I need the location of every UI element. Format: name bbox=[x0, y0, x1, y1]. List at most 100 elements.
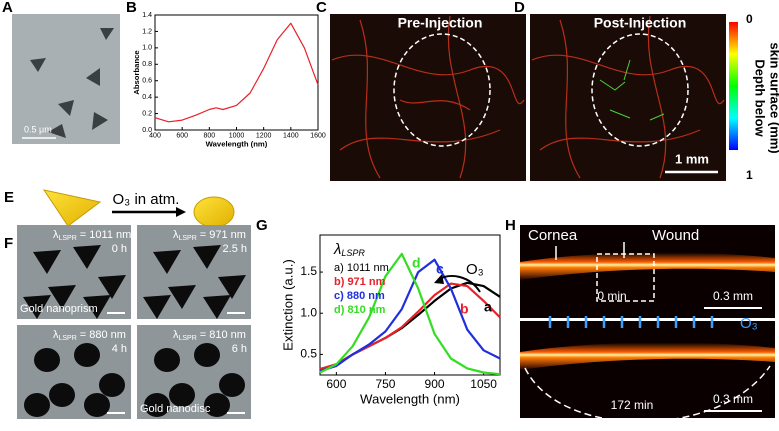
lspr-sub: LSPR bbox=[179, 335, 197, 342]
panel-letter: H bbox=[505, 217, 516, 234]
y-tick-label: 0.8 bbox=[142, 61, 152, 68]
cornea-band bbox=[520, 342, 775, 370]
panel-letter: A bbox=[2, 0, 13, 16]
annotation: Wound bbox=[652, 227, 699, 244]
particle bbox=[74, 343, 100, 367]
plot-area bbox=[319, 234, 501, 376]
annotation: Cornea bbox=[528, 227, 578, 244]
legend-entry: b) 971 nm bbox=[334, 276, 386, 288]
cornea-band bbox=[520, 252, 775, 280]
data-line bbox=[319, 258, 501, 372]
y-tick-label: 0.0 bbox=[142, 127, 152, 134]
colorbar-title: skin surface (mm) bbox=[768, 42, 779, 153]
particle bbox=[143, 295, 171, 319]
roi bbox=[393, 33, 491, 147]
y-tick-label: 0.5 bbox=[300, 347, 317, 361]
annotation: O₃ bbox=[740, 315, 758, 332]
particle bbox=[84, 393, 110, 417]
annotation: c bbox=[436, 261, 444, 277]
panel-letter: E bbox=[4, 189, 14, 206]
particle bbox=[169, 383, 195, 407]
particle bbox=[153, 250, 181, 274]
particle bbox=[219, 373, 245, 397]
x-tick-label: 800 bbox=[203, 132, 215, 139]
scale-label: 0.5 μm bbox=[24, 124, 52, 134]
x-tick-label: 900 bbox=[425, 377, 445, 391]
legend-title-symbol: λ bbox=[333, 241, 341, 258]
annotation: d bbox=[412, 255, 421, 271]
time-label: 4 h bbox=[112, 343, 127, 355]
lspr-sub: LSPR bbox=[179, 235, 197, 242]
outline bbox=[524, 365, 771, 423]
panel-letter: D bbox=[514, 0, 525, 16]
colorbar-title: Depth below bbox=[753, 59, 768, 137]
arrow-head bbox=[176, 207, 186, 217]
particle bbox=[218, 275, 246, 299]
panel-letter: B bbox=[126, 0, 137, 16]
y-axis-label: Extinction (a.u.) bbox=[280, 259, 295, 351]
panel-letter: F bbox=[4, 235, 13, 252]
particles bbox=[23, 245, 126, 319]
particle bbox=[34, 348, 60, 372]
x-tick-label: 400 bbox=[149, 132, 161, 139]
annotation: a bbox=[484, 299, 492, 315]
particle bbox=[73, 245, 101, 269]
particle bbox=[48, 285, 76, 309]
particle bbox=[24, 393, 50, 417]
nanoprism-icon bbox=[42, 189, 102, 227]
x-tick-label: 1050 bbox=[470, 377, 497, 391]
particle bbox=[194, 343, 220, 367]
lspr-value: = 880 nm bbox=[80, 329, 126, 341]
panel-letter: G bbox=[256, 217, 268, 234]
legend-title: λLSPR bbox=[333, 241, 365, 258]
colorbar-label: 0 bbox=[746, 12, 753, 26]
panel-letter: C bbox=[316, 0, 327, 16]
particle bbox=[203, 295, 231, 319]
y-tick-label: 0.4 bbox=[142, 94, 152, 101]
lspr-sub: LSPR bbox=[59, 235, 77, 242]
y-tick-label: 1.5 bbox=[300, 264, 317, 278]
y-tick-label: 0.2 bbox=[142, 110, 152, 117]
roi bbox=[591, 33, 689, 147]
time-label: 0 min bbox=[597, 289, 626, 303]
plot-area bbox=[154, 14, 319, 131]
particle bbox=[49, 383, 75, 407]
particle bbox=[99, 373, 125, 397]
oct-image bbox=[520, 321, 775, 418]
lspr-symbol: λ bbox=[53, 229, 59, 241]
lspr-value: = 1011 nm bbox=[80, 229, 131, 241]
x-axis-label: Wavelength (nm) bbox=[360, 392, 460, 407]
x-tick-label: 1400 bbox=[283, 132, 299, 139]
particles bbox=[144, 343, 245, 417]
scale-label: 0.3 mm bbox=[713, 289, 753, 303]
ozone-arrows bbox=[548, 316, 714, 328]
particles bbox=[30, 28, 114, 138]
particle bbox=[144, 393, 170, 417]
roi bbox=[596, 253, 655, 302]
x-tick-label: 750 bbox=[375, 377, 395, 391]
vessels bbox=[331, 15, 525, 179]
particle bbox=[168, 285, 196, 309]
colorbar-label: 1 bbox=[746, 168, 753, 182]
y-tick-label: 1.0 bbox=[300, 305, 317, 319]
particles bbox=[143, 245, 246, 319]
lspr-label: λLSPR = 810 nm bbox=[173, 329, 246, 342]
lspr-sub: LSPR bbox=[59, 335, 77, 342]
annotation-arrow-head bbox=[434, 274, 444, 284]
time-label: 6 h bbox=[232, 343, 247, 355]
particle bbox=[154, 348, 180, 372]
y-axis-label: Absorbance bbox=[132, 50, 141, 95]
lspr-value: = 810 nm bbox=[200, 329, 246, 341]
x-tick-label: 1000 bbox=[229, 132, 245, 139]
lspr-label: λLSPR = 1011 nm bbox=[53, 229, 131, 242]
lspr-symbol: λ bbox=[173, 229, 179, 241]
chart: 400 600 800 1000 1200 1400 1600 0.0 0.2 0.4 0.6 0.8… bbox=[132, 12, 326, 149]
scale-label: 0.3 mm bbox=[713, 392, 753, 406]
data-line bbox=[319, 252, 501, 376]
nanodisc-icon bbox=[193, 196, 235, 228]
legend-entry: c) 880 nm bbox=[334, 290, 385, 302]
legend-title-sub: LSPR bbox=[341, 248, 365, 258]
lspr-label: λLSPR = 971 nm bbox=[173, 229, 246, 242]
particle bbox=[33, 250, 61, 274]
